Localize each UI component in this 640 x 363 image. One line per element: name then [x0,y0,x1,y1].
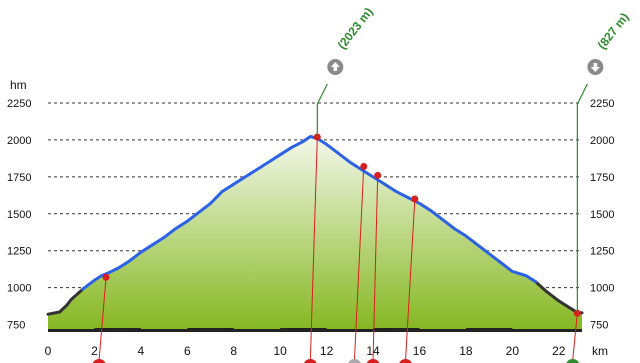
waypoint-line-5 [572,313,578,361]
x-tick-12: 12 [320,344,334,358]
waypoint-dot-0 [102,273,110,281]
x-axis-unit-label: km [592,344,608,358]
x-tick-0: 0 [45,344,52,358]
distance-band [48,328,582,332]
y-tick-left-1250: 1250 [7,246,31,258]
profile-line [81,135,538,291]
altitude-label-0: (2023 m) [335,5,376,52]
annotation-line-top-0 [316,83,328,105]
y-tick-right-1250: 1250 [590,246,614,258]
x-tick-18: 18 [459,344,473,358]
waypoint-lines [92,133,581,363]
y-tick-right-750: 750 [590,320,608,332]
profile-fill [48,136,582,329]
waypoint-line-1 [309,136,318,361]
distance-band-segment-6 [187,328,234,332]
arrow-down-icon [587,59,604,75]
x-tick-22: 22 [552,344,566,358]
y-tick-right-2250: 2250 [590,98,614,110]
distance-band-segment-18 [465,328,513,332]
axis-labels: hm km 750 750 1000 1000 1250 1250 1500 1500 1750… [7,78,614,358]
x-tick-8: 8 [230,344,237,358]
y-tick-left-2000: 2000 [7,135,31,147]
distance-band-segment-2 [94,328,141,332]
annotation-line-top-1 [576,83,588,105]
distance-band-segment-14 [373,328,420,332]
y-tick-right-1750: 1750 [590,172,614,184]
x-tick-20: 20 [506,344,520,358]
waypoint-bottom-marker-4 [399,359,412,363]
waypoint-dot-2 [360,163,368,171]
x-tick-2: 2 [91,344,98,358]
altitude-label-1: (827 m) [595,10,632,52]
waypoint-bottom-marker-3 [366,359,380,363]
y-tick-right-1000: 1000 [590,283,614,295]
arrow-down-icon-glyph [590,63,600,72]
waypoint-dot-4 [411,195,419,203]
y-tick-left-1000: 1000 [7,283,31,295]
y-tick-left-1500: 1500 [7,209,31,221]
waypoint-line-0 [98,277,107,361]
y-tick-left-1750: 1750 [7,172,31,184]
arrow-up-icon [327,59,344,75]
distance-band-segment-10 [280,328,327,332]
waypoint-line-3 [372,175,379,361]
x-tick-4: 4 [138,344,145,358]
waypoint-bottom-marker-2 [348,359,361,363]
y-axis-unit-label: hm [10,78,27,92]
x-tick-6: 6 [184,344,191,358]
waypoint-dot-3 [374,171,382,179]
arrow-up-icon-glyph [330,62,340,71]
waypoint-bottom-marker-0 [92,359,106,363]
y-tick-right-1500: 1500 [590,209,614,221]
x-tick-16: 16 [413,344,427,358]
waypoint-line-4 [405,198,416,361]
waypoint-bottom-marker-1 [304,359,317,363]
y-tick-right-2000: 2000 [590,135,614,147]
waypoint-line-2 [353,166,365,361]
profile-area [46,135,584,329]
waypoint-bottom-marker-5 [566,359,580,363]
x-tick-10: 10 [273,344,287,358]
y-tick-left-750: 750 [7,320,25,332]
y-tick-left-2250: 2250 [7,98,31,110]
x-tick-14: 14 [366,344,380,358]
